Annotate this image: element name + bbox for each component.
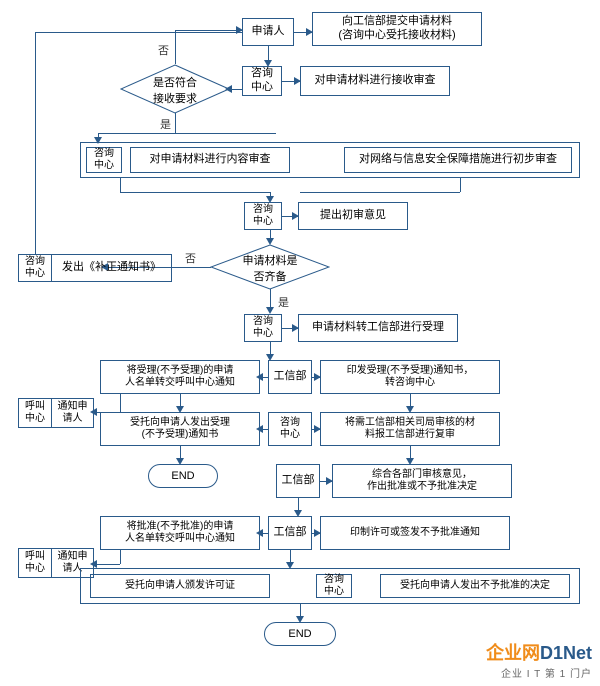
actor-callcenter-2: 呼叫 中心 bbox=[18, 548, 52, 578]
step-issue-license: 受托向申请人颁发许可证 bbox=[90, 574, 270, 598]
step-transfer-miit: 申请材料转工信部进行受理 bbox=[298, 314, 458, 342]
logo: 企业网D1Net 企业 I T 第 1 门户 bbox=[486, 639, 592, 680]
label-no-2: 否 bbox=[185, 250, 196, 266]
label-yes-1: 是 bbox=[160, 116, 171, 132]
label-yes-2: 是 bbox=[278, 294, 289, 310]
step-send-accept-notice: 受托向申请人发出受理 (不予受理)通知书 bbox=[100, 412, 260, 446]
step-submit: 向工信部提交申请材料 (咨询中心受托接收材料) bbox=[312, 12, 482, 46]
step-correction-notice-text: 发出《补正通知书》 bbox=[62, 261, 161, 275]
step-escalate-review: 将需工信部相关司局审核的材 料报工信部进行复审 bbox=[320, 412, 500, 446]
actor-center-4: 咨询 中心 bbox=[244, 202, 282, 230]
logo-cn: 企业网 bbox=[486, 643, 540, 663]
end-2: END bbox=[264, 622, 336, 646]
label-no-1: 否 bbox=[158, 42, 169, 58]
step-correction-notice: 发出《补正通知书》 bbox=[52, 254, 172, 282]
actor-center-3: 咨询 中心 bbox=[86, 147, 122, 173]
actor-applicant: 申请人 bbox=[242, 18, 294, 46]
actor-center-8: 咨询 中心 bbox=[316, 574, 352, 598]
actor-center-2: 咨询 中心 bbox=[242, 66, 282, 96]
actor-miit-1: 工信部 bbox=[268, 360, 312, 394]
step-approve-list: 将批准(不予批准)的申请 人名单转交呼叫中心通知 bbox=[100, 516, 260, 550]
end-1: END bbox=[148, 464, 218, 488]
step-print-license: 印制许可或签发不予批准通知 bbox=[320, 516, 510, 550]
step-receive-check: 对申请材料进行接收审查 bbox=[300, 66, 450, 96]
step-print-notice: 印发受理(不予受理)通知书， 转咨询中心 bbox=[320, 360, 500, 394]
actor-callcenter-1: 呼叫 中心 bbox=[18, 398, 52, 428]
decision-complete bbox=[210, 244, 330, 290]
notify-applicant-1: 通知申 请人 bbox=[52, 398, 94, 428]
step-list-to-callcenter: 将受理(不予受理)的申请 人名单转交呼叫中心通知 bbox=[100, 360, 260, 394]
logo-tag: 企业 I T 第 1 门户 bbox=[486, 665, 592, 680]
actor-miit-3: 工信部 bbox=[268, 516, 312, 550]
flowchart-canvas: 申请人 向工信部提交申请材料 (咨询中心受托接收材料) 咨询 中心 对申请材料进… bbox=[0, 0, 600, 686]
decision-receive bbox=[120, 64, 230, 114]
actor-miit-2: 工信部 bbox=[276, 464, 320, 498]
step-content-check: 对申请材料进行内容审查 bbox=[130, 147, 290, 173]
step-final-decision: 综合各部门审核意见， 作出批准或不予批准决定 bbox=[332, 464, 512, 498]
step-security-check: 对网络与信息安全保障措施进行初步审查 bbox=[344, 147, 572, 173]
actor-center-7: 咨询 中心 bbox=[268, 412, 312, 446]
actor-center-6: 咨询 中心 bbox=[244, 314, 282, 342]
logo-en: D1Net bbox=[540, 643, 592, 663]
actor-center-5: 咨询 中心 bbox=[18, 254, 52, 282]
step-preliminary: 提出初审意见 bbox=[298, 202, 408, 230]
step-issue-reject: 受托向申请人发出不予批准的决定 bbox=[380, 574, 570, 598]
